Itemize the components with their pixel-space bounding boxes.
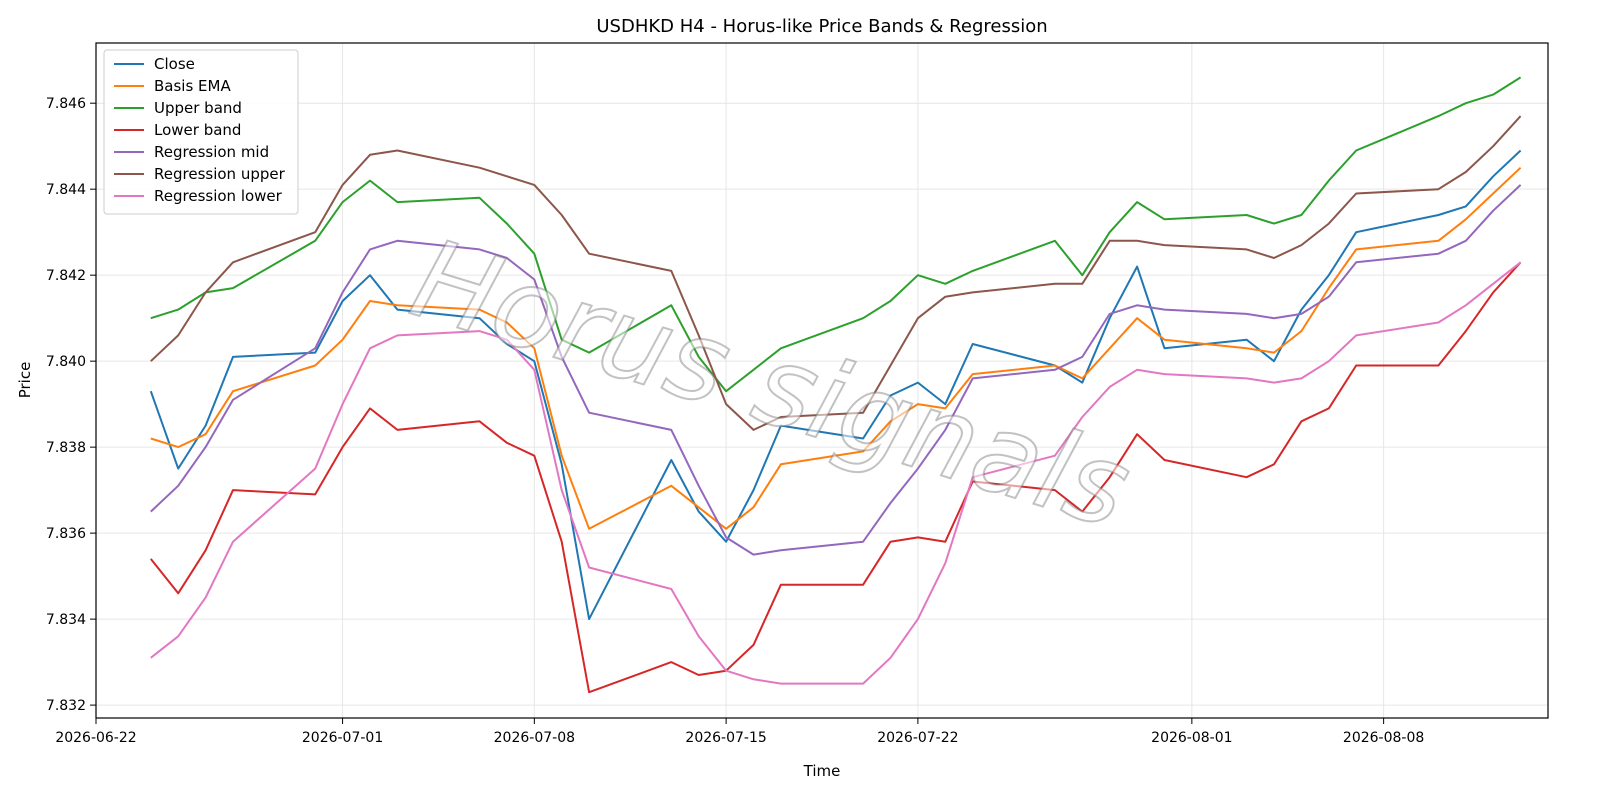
y-tick-label: 7.844 xyxy=(46,182,86,198)
x-tick-label: 2026-08-08 xyxy=(1343,730,1424,746)
legend-label-regression-mid: Regression mid xyxy=(154,143,269,161)
series-line-regression-lower xyxy=(150,261,1522,685)
series-line-regression-upper xyxy=(150,115,1522,431)
legend-box xyxy=(103,49,299,215)
x-tick-label: 2026-07-22 xyxy=(877,730,958,746)
y-tick-label: 7.838 xyxy=(46,440,86,456)
grid xyxy=(95,43,1548,718)
y-tick-label: 7.832 xyxy=(46,698,86,714)
series-line-lower-band xyxy=(150,261,1522,694)
y-tick-label: 7.836 xyxy=(46,526,86,542)
series-line-regression-mid xyxy=(150,184,1522,556)
chart-title: USDHKD H4 - Horus-like Price Bands & Reg… xyxy=(596,16,1047,37)
y-tick-label: 7.842 xyxy=(46,268,86,284)
legend-label-close: Close xyxy=(154,55,195,73)
legend-label-upper-band: Upper band xyxy=(154,99,242,117)
series-line-close xyxy=(149,149,1522,621)
x-tick-label: 2026-08-01 xyxy=(1151,730,1232,746)
x-tick-label: 2026-07-15 xyxy=(685,730,766,746)
x-axis-ticks: 2026-06-22 2026-07-01 2026-07-08 2026-07-15… xyxy=(55,718,1424,746)
y-axis-label: Price xyxy=(16,362,34,399)
y-tick-label: 7.846 xyxy=(46,96,86,112)
legend-label-basis-ema: Basis EMA xyxy=(154,77,231,95)
legend-label-lower-band: Lower band xyxy=(154,121,241,139)
series-line-basis-ema xyxy=(150,166,1522,530)
legend-label-regression-upper: Regression upper xyxy=(154,165,286,183)
x-axis-label: Time xyxy=(803,762,841,780)
series-lines xyxy=(149,76,1522,694)
y-tick-label: 7.840 xyxy=(46,354,86,370)
plot-frame xyxy=(95,42,1549,719)
y-tick-label: 7.834 xyxy=(46,612,86,628)
x-tick-label: 2026-07-08 xyxy=(494,730,575,746)
series-line-upper-band xyxy=(150,76,1522,393)
x-tick-label: 2026-07-01 xyxy=(302,730,383,746)
legend-label-regression-lower: Regression lower xyxy=(154,187,283,205)
x-tick-label: 2026-06-22 xyxy=(55,730,136,746)
y-axis-ticks: 7.832 7.834 7.836 7.838 7.840 7.842 7.844 7.846 xyxy=(46,96,96,714)
legend: Close Basis EMA Upper band Lower band Regres… xyxy=(103,49,299,215)
